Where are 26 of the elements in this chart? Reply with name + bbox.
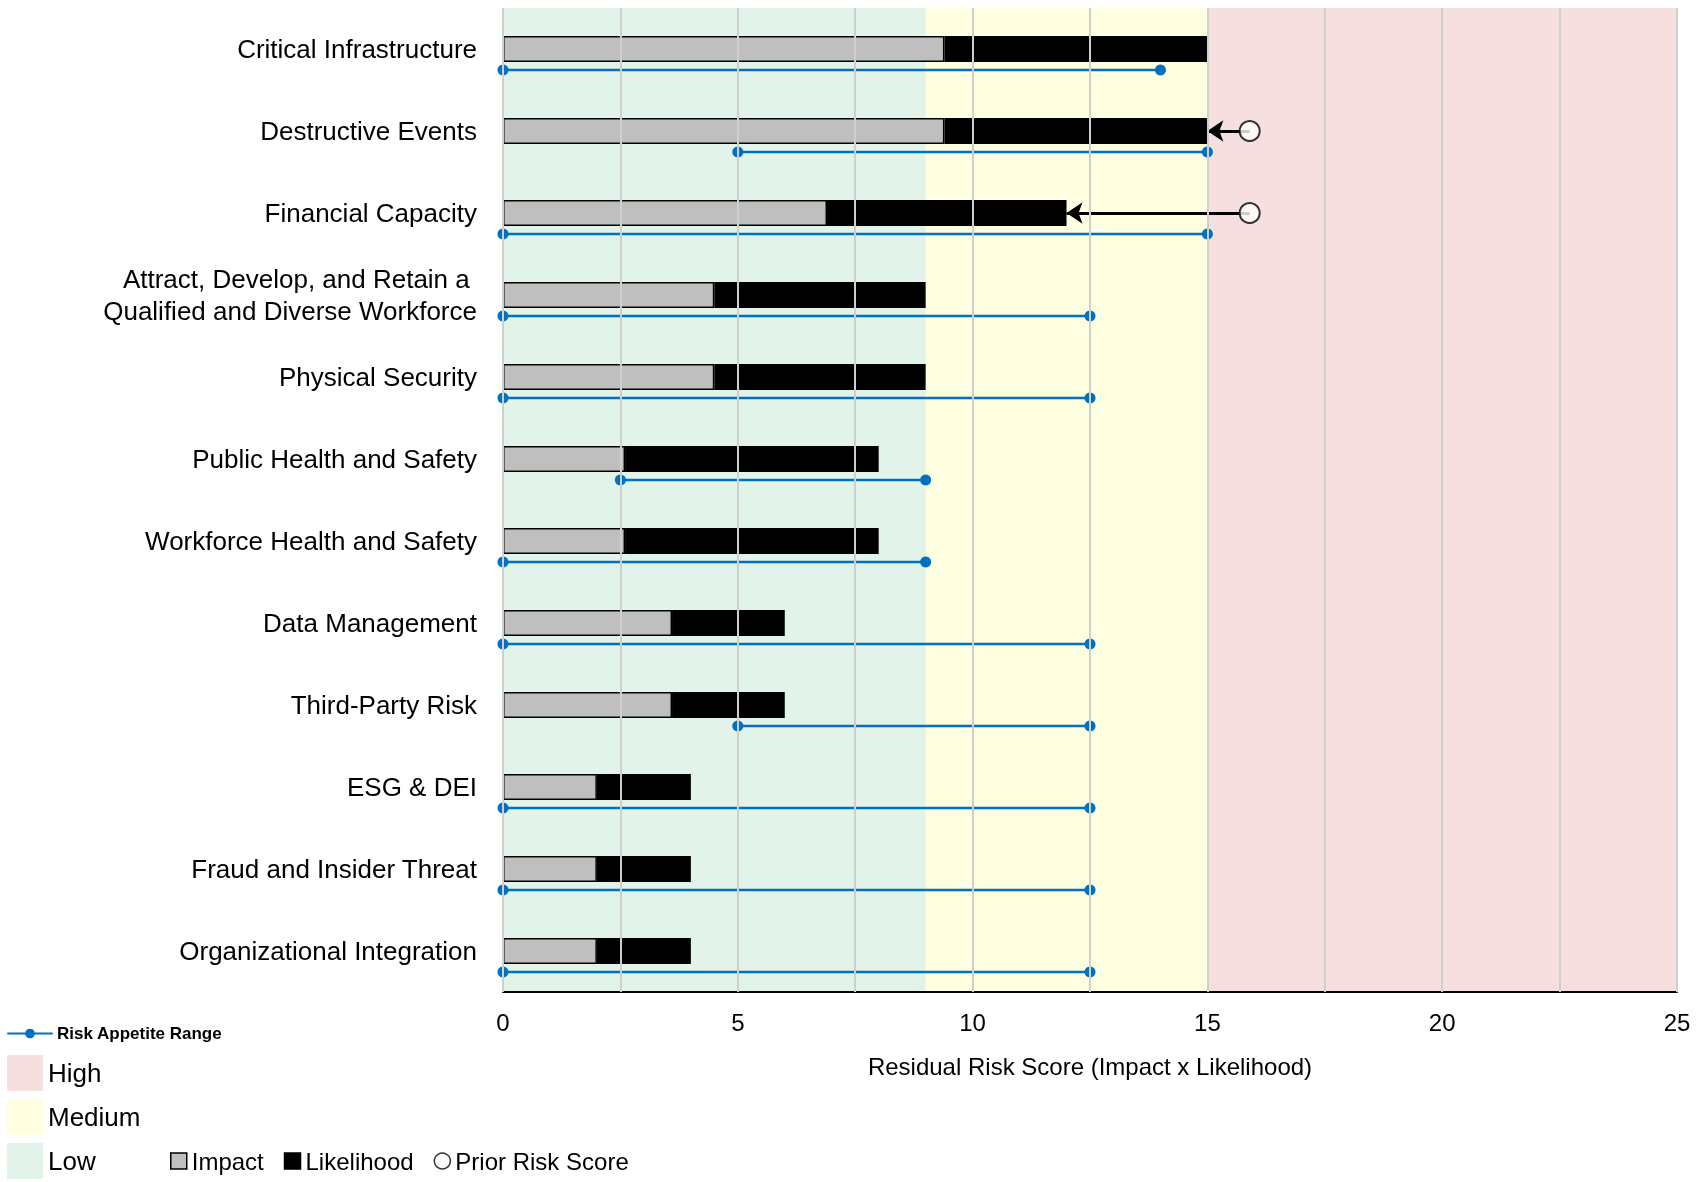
legend-label: Low bbox=[48, 1146, 96, 1176]
y-tick-label: Third-Party Risk bbox=[290, 690, 478, 720]
y-tick-label: Attract, Develop, and Retain a Qualified and Diverse Workforce bbox=[103, 264, 477, 326]
y-tick-label: Physical Security bbox=[279, 362, 477, 392]
y-tick-label: Workforce Health and Safety bbox=[145, 526, 477, 556]
legend-label: Likelihood bbox=[305, 1147, 414, 1175]
x-tick-label: 25 bbox=[1663, 1008, 1691, 1036]
y-tick-label: Public Health and Safety bbox=[192, 444, 477, 474]
x-tick-label: 15 bbox=[1194, 1008, 1221, 1036]
x-tick-label: 0 bbox=[496, 1008, 510, 1036]
legend-label: High bbox=[48, 1058, 102, 1088]
legend-label: Prior Risk Score bbox=[455, 1147, 629, 1175]
y-tick-label: Organizational Integration bbox=[179, 936, 477, 966]
x-axis-title: Residual Risk Score (Impact x Likelihood) bbox=[867, 1052, 1313, 1080]
y-tick-label: Destructive Events bbox=[260, 116, 477, 146]
y-tick-label: Critical Infrastructure bbox=[237, 34, 477, 64]
legend-label: Risk Appetite Range bbox=[57, 1024, 222, 1043]
legend-label: Medium bbox=[48, 1102, 141, 1132]
x-tick-label: 10 bbox=[959, 1008, 986, 1036]
x-tick-label: 5 bbox=[731, 1008, 745, 1036]
y-tick-label: Fraud and Insider Threat bbox=[191, 854, 478, 884]
x-tick-label: 20 bbox=[1428, 1008, 1456, 1036]
y-tick-label: Data Management bbox=[263, 608, 478, 638]
legend-label: Impact bbox=[191, 1147, 265, 1175]
y-tick-label: ESG & DEI bbox=[346, 772, 477, 802]
y-tick-label: Financial Capacity bbox=[264, 198, 477, 228]
